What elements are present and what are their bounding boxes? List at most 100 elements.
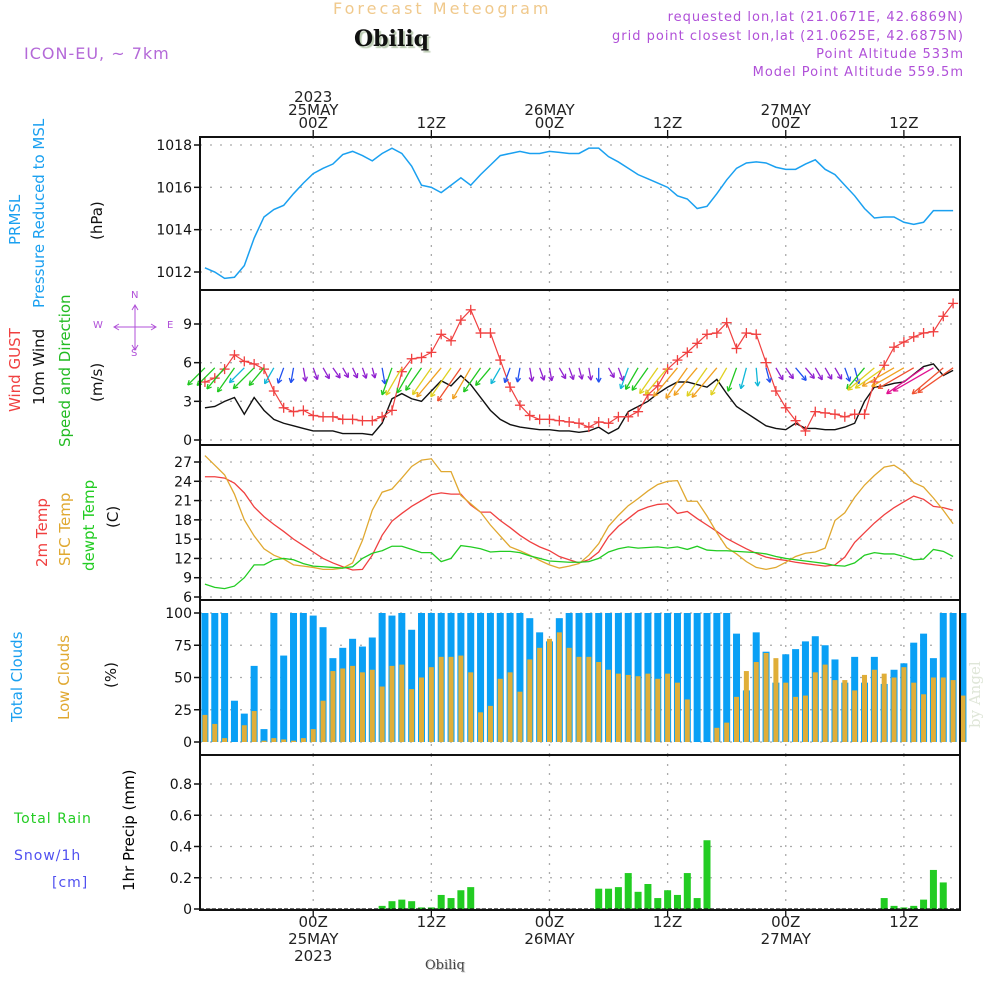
arrow-shaft <box>804 367 815 379</box>
rain-bar <box>624 873 632 909</box>
wind-direction-arrow <box>652 367 678 397</box>
rain-bar <box>595 888 603 909</box>
arrow-head <box>528 377 533 382</box>
top-time-label: 00Z <box>771 114 800 132</box>
low-cloud-bar <box>596 662 602 742</box>
wind-gust-marker <box>416 352 427 363</box>
wind-direction-arrow <box>463 367 482 393</box>
y-tick-label: 0 <box>183 735 192 751</box>
arrow-head <box>543 375 546 381</box>
panel-border <box>199 136 961 291</box>
wind-direction-arrow <box>380 367 393 396</box>
point-altitude: Point Altitude 533m <box>816 47 964 62</box>
y-tick-label: 1014 <box>156 223 192 239</box>
y-tick-label: 9 <box>183 317 192 333</box>
total-cloud-bar <box>230 700 238 742</box>
arrow-head <box>917 387 921 393</box>
arrow-shaft <box>844 367 851 382</box>
low-cloud-bar <box>822 664 828 742</box>
wind-direction-arrow <box>361 367 368 379</box>
arrow-shaft <box>824 367 833 380</box>
arrow-head <box>290 378 295 384</box>
rain-bar <box>427 907 435 909</box>
arrow-head <box>217 389 223 393</box>
arrow-head <box>812 373 815 379</box>
wind-gust-marker <box>918 328 929 339</box>
wind-gust-marker <box>485 328 496 339</box>
arrow-head <box>276 378 279 384</box>
low-cloud-bar <box>389 665 395 742</box>
y-tick-label: 50 <box>174 671 192 687</box>
top-time-label: 27MAY <box>761 101 812 119</box>
arrow-shaft <box>755 367 759 387</box>
arrow-head <box>726 386 729 392</box>
arrow-head <box>463 386 465 393</box>
precip-legend-unit: [cm] <box>52 875 89 891</box>
arrow-head <box>619 383 622 389</box>
arrow-head <box>343 374 349 379</box>
low-cloud-bar <box>921 694 927 742</box>
wind-gust-marker <box>839 411 850 422</box>
wind-direction-arrow <box>263 367 275 385</box>
wind-gust-marker <box>859 409 870 420</box>
arrow-shaft <box>396 367 413 394</box>
low-cloud-bar <box>291 740 297 742</box>
arrow-shaft <box>814 367 823 381</box>
total-cloud-bar <box>683 613 691 742</box>
arrow-shaft <box>302 367 307 382</box>
arrow-head <box>847 388 853 391</box>
low-cloud-bar <box>645 673 651 742</box>
wind-direction-arrow <box>854 367 885 389</box>
bottom-time-label: 26MAY <box>524 930 575 948</box>
arrow-shaft <box>625 367 639 390</box>
wind-direction-arrow <box>738 367 748 390</box>
low-cloud-bar <box>606 669 612 742</box>
arrow-head <box>385 391 391 396</box>
arrow-shaft <box>187 367 206 386</box>
wind-direction-arrow <box>352 367 359 379</box>
low-cloud-bar <box>527 659 533 742</box>
arrow-shaft <box>430 367 452 398</box>
wind-direction-arrow <box>673 367 698 396</box>
arrow-shaft <box>917 367 954 394</box>
arrow-head <box>587 375 592 381</box>
arrow-shaft <box>516 367 521 383</box>
arrow-shaft <box>381 367 386 385</box>
wind-gust-marker <box>327 411 338 422</box>
arrow-head <box>727 387 733 392</box>
y-tick-label: 1016 <box>156 180 192 196</box>
wind-gust-marker <box>583 422 594 433</box>
total-cloud-bar <box>319 627 327 742</box>
wind-gust-marker <box>682 347 693 358</box>
wind-gust-marker <box>898 337 909 348</box>
arrow-shaft <box>352 367 358 379</box>
total-cloud-bar <box>920 633 928 742</box>
arrow-shaft <box>371 367 376 379</box>
y-tick-label: 24 <box>174 474 192 490</box>
arrow-head <box>411 389 414 395</box>
low-cloud-bar <box>409 689 415 742</box>
low-cloud-bar <box>576 656 582 742</box>
wind-gust-marker <box>308 410 319 421</box>
arrow-head <box>581 374 584 380</box>
wind-direction-arrow <box>911 367 944 395</box>
y-tick-label: 0 <box>183 433 192 449</box>
wind-direction-arrow <box>232 367 255 390</box>
rain-bar <box>437 894 445 909</box>
wind-gust-marker <box>298 405 309 416</box>
arrow-head <box>845 377 851 382</box>
total-cloud-bar <box>801 641 809 742</box>
wind-gust-marker <box>318 411 329 422</box>
wind-direction-arrow <box>844 367 852 382</box>
rain-bar <box>614 887 622 909</box>
rain-bar <box>408 901 416 909</box>
top-time-label: 12Z <box>653 114 682 132</box>
model-point-altitude: Model Point Altitude 559.5m <box>752 65 964 80</box>
low-cloud-bar <box>852 690 858 742</box>
arrow-shaft <box>740 367 748 389</box>
y-tick-label: 0.6 <box>170 808 192 824</box>
arrow-head <box>827 376 833 380</box>
wind-gust-marker <box>662 364 673 375</box>
arrow-head <box>631 387 637 391</box>
wind-gust-marker <box>849 409 860 420</box>
